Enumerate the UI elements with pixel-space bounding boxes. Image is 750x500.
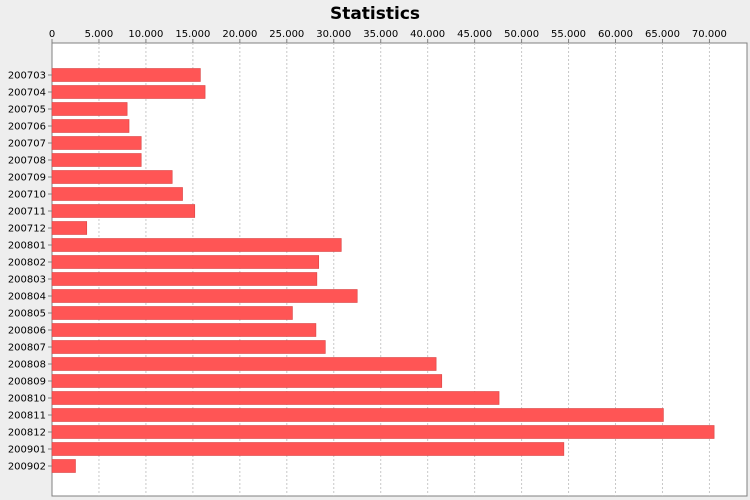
category-label: 200711: [8, 207, 46, 218]
category-label: 200803: [8, 275, 46, 286]
category-label: 200709: [8, 173, 46, 184]
bar-200706: [51, 119, 130, 133]
category-label: 200809: [8, 377, 46, 388]
category-label: 200811: [8, 411, 46, 422]
category-label: 200710: [8, 190, 46, 201]
x-tick-label: 0: [49, 29, 55, 40]
category-label: 200703: [8, 71, 46, 82]
bar-200901: [51, 442, 565, 456]
category-label: 200812: [8, 428, 46, 439]
bar-200711: [51, 204, 196, 218]
category-label: 200810: [8, 394, 46, 405]
x-tick-label: 65.000: [645, 29, 680, 40]
bars: [51, 68, 715, 473]
bar-200804: [51, 289, 358, 303]
x-tick-label: 40.000: [410, 29, 445, 40]
category-label: 200806: [8, 326, 46, 337]
chart-title: Statistics: [330, 4, 420, 24]
bar-200703: [51, 68, 201, 82]
x-tick-label: 20.000: [222, 29, 257, 40]
bar-200709: [51, 170, 173, 184]
x-tick-label: 5.000: [85, 29, 114, 40]
category-label: 200704: [8, 88, 46, 99]
bar-200812: [51, 425, 715, 439]
x-tick-label: 10.000: [128, 29, 163, 40]
category-label: 200807: [8, 343, 46, 354]
bar-200803: [51, 272, 318, 286]
bar-200810: [51, 391, 500, 405]
category-label: 200712: [8, 224, 46, 235]
bar-200707: [51, 136, 142, 150]
x-tick-label: 50.000: [504, 29, 539, 40]
bar-200708: [51, 153, 142, 167]
bar-200807: [51, 340, 326, 354]
category-label: 200706: [8, 122, 46, 133]
bar-200705: [51, 102, 128, 116]
category-label: 200707: [8, 139, 46, 150]
x-axis: 0 5.000 10.000 15.000 20.000 25.000 30.000 35.0…: [49, 29, 727, 43]
x-tick-label: 35.000: [363, 29, 398, 40]
x-tick-label: 70.000: [692, 29, 727, 40]
category-label: 200804: [8, 292, 46, 303]
bar-200902: [51, 459, 76, 473]
bar-200805: [51, 306, 293, 320]
x-tick-label: 55.000: [551, 29, 586, 40]
bar-200801: [51, 238, 342, 252]
category-label: 200801: [8, 241, 46, 252]
x-tick-label: 25.000: [269, 29, 304, 40]
bar-200802: [51, 255, 320, 269]
category-label: 200805: [8, 309, 46, 320]
x-tick-label: 45.000: [457, 29, 492, 40]
bar-200704: [51, 85, 206, 99]
y-axis: 200703 200704 200705 200706 200707 200708 2007…: [8, 71, 52, 473]
bar-200808: [51, 357, 437, 371]
x-tick-label: 15.000: [175, 29, 210, 40]
category-label: 200802: [8, 258, 46, 269]
category-label: 200708: [8, 156, 46, 167]
bar-200806: [51, 323, 317, 337]
bar-200712: [51, 221, 88, 235]
x-tick-label: 30.000: [316, 29, 351, 40]
category-label: 200808: [8, 360, 46, 371]
bar-200809: [51, 374, 443, 388]
category-label: 200705: [8, 105, 46, 116]
x-tick-label: 60.000: [598, 29, 633, 40]
bar-200710: [51, 187, 183, 201]
category-label: 200902: [8, 462, 46, 473]
bar-200811: [51, 408, 664, 422]
category-label: 200901: [8, 445, 46, 456]
